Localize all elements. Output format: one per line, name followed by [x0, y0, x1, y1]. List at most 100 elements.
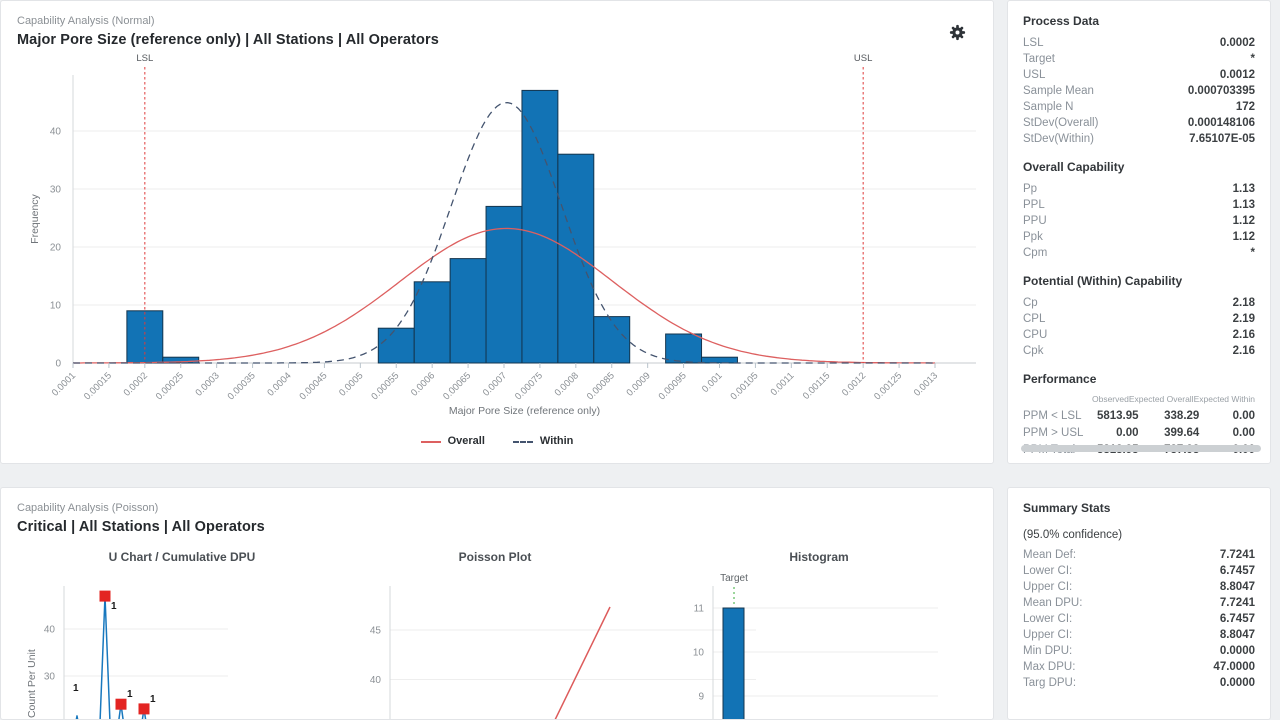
svg-text:0.001: 0.001 — [700, 370, 725, 395]
stat-row: Cp 2.18 — [1023, 295, 1255, 311]
stat-label: PPU — [1023, 215, 1047, 227]
svg-text:0.00035: 0.00035 — [226, 370, 258, 402]
capability-normal-card: Capability Analysis (Normal) Major Pore … — [0, 0, 994, 464]
stat-value: 0.0012 — [1219, 69, 1255, 81]
stat-row: Targ DPU: 0.0000 — [1023, 675, 1255, 691]
summary-stats-rows: Mean Def: 7.7241 Lower CI: 6.7457 Upper CI: 8… — [1023, 547, 1255, 691]
process-data-panel: Process Data LSL 0.0002 Target * USL 0.0012 Sa… — [1007, 0, 1271, 464]
svg-text:11: 11 — [694, 604, 705, 615]
out-of-control-marker — [99, 590, 111, 602]
svg-text:U Chart / Cumulative DPU: U Chart / Cumulative DPU — [109, 550, 256, 564]
performance-value: 399.64 — [1164, 427, 1200, 439]
svg-text:1: 1 — [127, 689, 133, 700]
gear-icon — [949, 24, 966, 40]
svg-text:10: 10 — [50, 301, 62, 312]
stat-row: Cpm * — [1023, 245, 1255, 261]
stat-value: 7.7241 — [1219, 549, 1255, 561]
svg-text:0.0004: 0.0004 — [265, 370, 293, 398]
svg-text:0.0001: 0.0001 — [50, 370, 78, 398]
svg-text:LSL: LSL — [136, 53, 153, 64]
histogram-bar — [449, 258, 487, 364]
svg-text:Histogram: Histogram — [789, 550, 848, 564]
svg-text:Frequency: Frequency — [29, 193, 41, 243]
stat-label: Upper CI: — [1023, 581, 1073, 593]
stat-label: PPL — [1023, 199, 1045, 211]
svg-text:30: 30 — [50, 185, 62, 196]
svg-text:0.00085: 0.00085 — [585, 370, 617, 402]
svg-text:20: 20 — [44, 719, 56, 720]
stat-label: Mean Def: — [1023, 549, 1077, 561]
stat-value: 6.7457 — [1219, 565, 1255, 577]
stat-value: 7.65107E-05 — [1189, 133, 1255, 145]
stat-label: Lower CI: — [1023, 613, 1073, 625]
stat-value: 47.0000 — [1213, 661, 1255, 673]
stat-row: Pp 1.13 — [1023, 181, 1255, 197]
performance-row-label: PPM > USL — [1023, 427, 1084, 439]
curve-overall — [73, 227, 935, 364]
process-data-rows: LSL 0.0002 Target * USL 0.0012 Sample Mean 0.00… — [1023, 35, 1255, 147]
legend-item-within: Within — [512, 435, 574, 447]
stat-row: Ppk 1.12 — [1023, 229, 1255, 245]
histogram-bar — [377, 327, 415, 364]
performance-column-header: Observed — [1091, 394, 1129, 404]
svg-text:0.0006: 0.0006 — [409, 370, 437, 398]
svg-text:0.00065: 0.00065 — [441, 370, 473, 402]
stat-value: 0.000148106 — [1187, 117, 1255, 129]
stat-row: PPL 1.13 — [1023, 197, 1255, 213]
stat-label: Sample N — [1023, 101, 1074, 113]
normal-card-title: Major Pore Size (reference only) | All S… — [17, 32, 439, 48]
stat-value: 172 — [1235, 101, 1255, 113]
svg-text:Target: Target — [720, 573, 748, 584]
stat-value: 1.13 — [1232, 199, 1255, 211]
stat-row: USL 0.0012 — [1023, 67, 1255, 83]
performance-value: 5813.95 — [1096, 410, 1139, 422]
legend-item-overall: Overall — [420, 435, 485, 447]
stat-value: 2.16 — [1232, 345, 1255, 357]
legend-swatch — [420, 440, 441, 443]
stat-label: StDev(Overall) — [1023, 117, 1099, 129]
legend-label: Overall — [447, 435, 485, 447]
svg-text:1: 1 — [111, 601, 117, 612]
within-capability-header: Potential (Within) Capability — [1023, 274, 1183, 288]
svg-text:0.0008: 0.0008 — [553, 370, 581, 398]
poisson-fit-line — [554, 606, 611, 719]
scrollbar-thumb[interactable] — [1021, 445, 1261, 452]
stat-row: Min DPU: 0.0000 — [1023, 643, 1255, 659]
svg-text:45: 45 — [370, 626, 382, 637]
chart-legend: Overall Within — [1, 435, 993, 447]
performance-value: 338.29 — [1164, 410, 1200, 422]
svg-text:0: 0 — [55, 359, 61, 370]
stat-value: 8.8047 — [1219, 629, 1255, 641]
stat-label: Cp — [1023, 297, 1038, 309]
svg-text:Poisson Plot: Poisson Plot — [459, 550, 532, 564]
svg-text:0.0011: 0.0011 — [769, 370, 797, 398]
svg-text:e Count Per Unit: e Count Per Unit — [26, 649, 38, 720]
svg-text:0.0003: 0.0003 — [193, 370, 221, 398]
stat-row: Upper CI: 8.8047 — [1023, 627, 1255, 643]
svg-text:40: 40 — [370, 675, 382, 686]
stat-value: 1.13 — [1232, 183, 1255, 195]
performance-column-header: Expected Overall — [1128, 394, 1194, 404]
stat-value: 2.18 — [1232, 297, 1255, 309]
poisson-card-title: Critical | All Stations | All Operators — [17, 519, 265, 535]
stat-label: Target — [1023, 53, 1055, 65]
stat-value: 0.0000 — [1219, 645, 1255, 657]
stat-label: Cpk — [1023, 345, 1044, 357]
stat-value: 0.0002 — [1219, 37, 1255, 49]
performance-value: 0.00 — [1116, 427, 1139, 439]
stat-value: 0.000703395 — [1187, 85, 1255, 97]
stat-label: Cpm — [1023, 247, 1048, 259]
stat-label: LSL — [1023, 37, 1044, 49]
u-chart-line — [75, 595, 147, 719]
horizontal-scrollbar[interactable] — [1021, 445, 1261, 452]
settings-button[interactable] — [948, 21, 970, 43]
stat-value: * — [1250, 53, 1255, 65]
stat-value: 0.0000 — [1219, 677, 1255, 689]
stat-label: Mean DPU: — [1023, 597, 1083, 609]
legend-label: Within — [539, 435, 574, 447]
stat-row: Upper CI: 8.8047 — [1023, 579, 1255, 595]
svg-text:0.0007: 0.0007 — [481, 370, 509, 398]
legend-swatch — [512, 440, 533, 443]
svg-text:9: 9 — [698, 692, 704, 703]
poisson-card-subtitle: Capability Analysis (Poisson) — [17, 502, 159, 514]
